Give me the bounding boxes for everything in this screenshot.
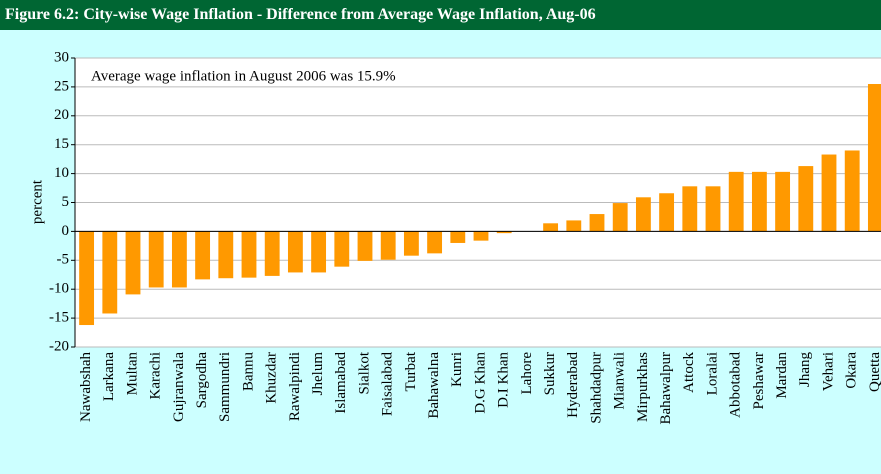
chart-title: Figure 6.2: City-wise Wage Inflation - D… [0,0,881,30]
x-tick-label: Abbotabad [728,352,744,418]
bar [102,231,118,314]
x-tick-label: Jhelum [310,352,326,396]
bar [612,203,628,232]
y-tick-label: 20 [54,107,69,123]
x-tick-label: D.I Khan [496,352,512,408]
x-tick-label: Okara [844,352,860,389]
x-tick-label: Sukkur [542,352,558,395]
x-tick-label: Bannu [240,352,256,392]
bar [705,186,721,232]
x-tick-label: D.G Khan [472,352,488,414]
x-tick-label: Mardan [774,352,790,399]
y-tick-label: -15 [49,310,69,326]
bar [566,220,582,232]
x-tick-label: Shahdadpur [588,352,604,424]
bar [403,231,419,256]
x-tick-label: Mirpurkhas [635,352,651,422]
bar [148,231,164,288]
x-tick-label: Larkana [101,352,117,401]
x-tick-label: Lahore [519,352,535,395]
bar [450,231,466,243]
x-tick-label: Loralai [704,352,720,395]
y-tick-label: 10 [54,165,69,181]
y-tick-label: 15 [54,136,69,152]
bar [171,231,187,288]
bar [589,214,605,232]
bar [867,84,881,232]
bar [79,231,95,326]
x-tick-label: Sammundri [217,352,233,422]
bar [751,171,767,232]
x-tick-label: Quetta [867,352,881,392]
chart: Average wage inflation in August 2006 wa… [29,49,881,424]
bar [473,231,489,241]
bar [380,231,396,260]
y-tick-label: -10 [49,281,69,297]
x-tick-label: Rawalpindi [287,352,303,421]
bar [635,197,651,232]
x-tick-label: Vehari [820,352,836,391]
bar [357,231,373,261]
x-tick-label: Sialkot [356,351,372,394]
bar [728,171,744,232]
y-tick-label: -5 [57,252,70,268]
x-tick-label: Hyderabad [565,352,581,418]
bar [682,186,698,232]
x-tick-label: Faisalabad [380,352,396,417]
bar [218,231,234,279]
bar [287,231,303,273]
bar [264,231,280,276]
bar [125,231,141,295]
bar [195,231,211,280]
y-tick-label: 0 [62,223,70,239]
bar [241,231,257,278]
bar [427,231,443,254]
y-tick-label: 30 [54,49,69,65]
x-tick-label: Bahawalpur [658,352,674,424]
x-tick-label: Kunri [449,352,465,387]
bar [844,150,860,232]
bar [543,223,559,232]
y-tick-label: -20 [49,338,69,354]
x-tick-label: Mianwali [612,352,628,410]
bar [775,171,791,232]
annotation: Average wage inflation in August 2006 wa… [91,68,396,84]
bar [798,166,814,232]
bar [821,154,837,232]
x-tick-label: Khuzdar [264,352,280,404]
bar [496,231,512,234]
bar [311,231,327,273]
x-tick-label: Sargodha [194,352,210,409]
bar [659,193,675,232]
x-tick-label: Bahawalna [426,352,442,419]
x-tick-label: Islamabad [333,352,349,414]
x-tick-label: Attock [681,352,697,393]
x-tick-label: Nawabshah [78,352,94,422]
x-tick-label: Karachi [148,352,164,399]
x-tick-label: Jhang [797,352,813,387]
y-tick-label: 5 [62,194,70,210]
x-tick-label: Multan [124,352,140,396]
y-axis-title: percent [29,179,45,224]
bar [334,231,350,267]
x-tick-label: Peshawar [751,352,767,409]
x-tick-label: Gujranwala [171,352,187,422]
y-tick-label: 25 [54,78,69,94]
x-tick-label: Turbat [403,351,419,391]
